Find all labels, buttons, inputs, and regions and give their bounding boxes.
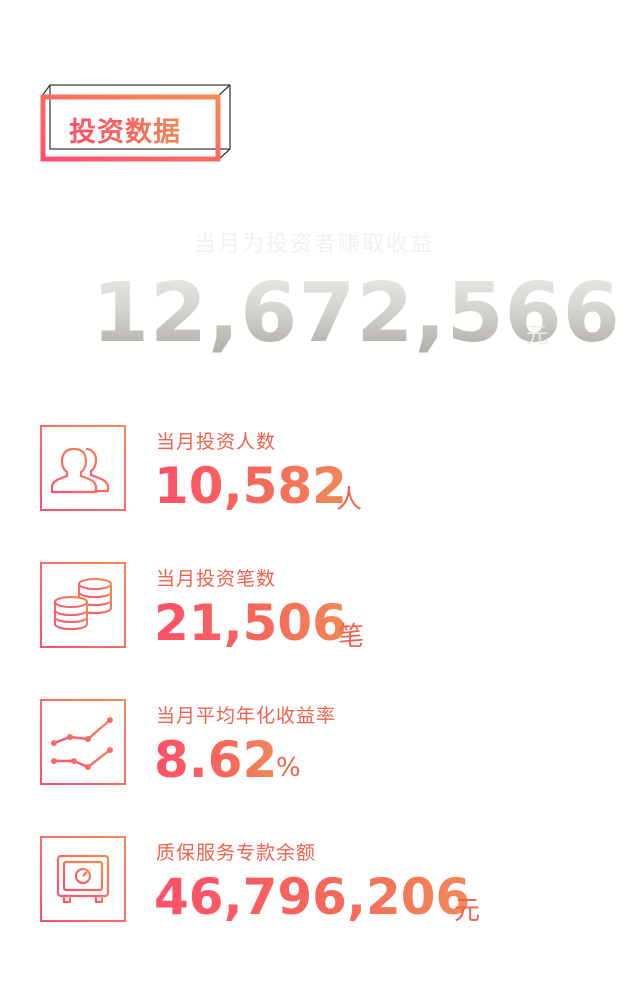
stat-unit: % <box>276 753 301 783</box>
users-icon <box>40 425 126 511</box>
stat-value: 46,796,206 <box>154 868 471 926</box>
section-title-box: 投资数据 <box>40 84 232 162</box>
section-title: 投资数据 <box>69 110 181 149</box>
hero-unit: 元 <box>526 324 549 349</box>
stat-annual-yield: 当月平均年化收益率 8.62 % <box>40 699 630 789</box>
stat-investment-count: 当月投资笔数 21,506 笔 <box>40 562 630 652</box>
hero-label: 当月为投资者赚取收益 <box>193 232 434 257</box>
stat-value: 10,582 <box>154 457 347 515</box>
hero-value: 12,672,566 <box>92 266 621 361</box>
trend-chart-icon <box>40 699 126 785</box>
title-frame <box>40 84 231 162</box>
stat-investors: 当月投资人数 10,582 人 <box>40 425 630 515</box>
stat-value: 21,506 <box>154 594 347 652</box>
coins-icon <box>40 562 126 648</box>
stat-value: 8.62 <box>154 731 278 789</box>
stat-guarantee-fund: 质保服务专款余额 46,796,206 元 <box>40 836 630 926</box>
safe-icon <box>40 836 126 922</box>
stat-label: 质保服务专款余额 <box>156 842 317 864</box>
stat-unit: 元 <box>454 896 481 926</box>
stat-label: 当月投资人数 <box>156 431 277 453</box>
stat-label: 当月平均年化收益率 <box>156 705 337 727</box>
stat-unit: 人 <box>336 485 363 515</box>
stat-label: 当月投资笔数 <box>156 568 277 590</box>
stat-unit: 笔 <box>338 622 365 652</box>
